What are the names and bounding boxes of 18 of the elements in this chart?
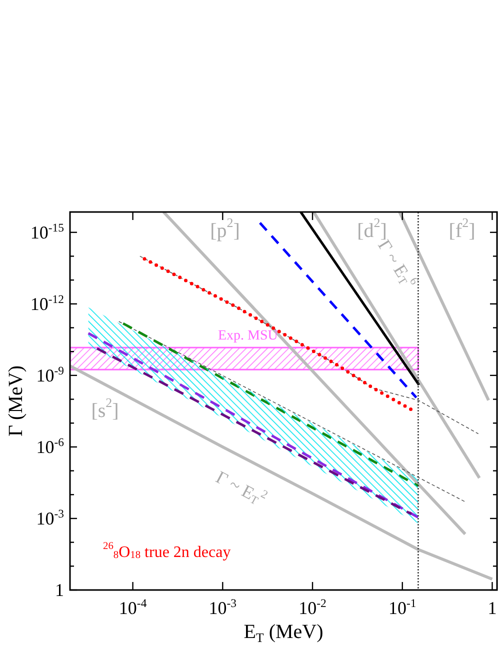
y-tick-label: 10$^{-6}$ xyxy=(36,436,64,457)
annotation: [f$^{2}$] xyxy=(448,215,476,242)
annotation: [d$^{2}$] xyxy=(357,215,387,242)
y-tick-label: 10$^{-15}$ xyxy=(30,221,64,242)
x-tick-label: 10$^{-1}$ xyxy=(388,596,416,618)
y-axis-title: Γ (MeV) xyxy=(5,366,27,436)
y-tick-label: 10$^{-12}$ xyxy=(30,292,64,314)
y-tick-label: 10$^{-3}$ xyxy=(36,507,64,528)
y-tick-label: 1 xyxy=(55,580,64,600)
x-tick-label: 10$^{-4}$ xyxy=(118,596,147,618)
x-axis-title: E$_{T}$ (MeV) xyxy=(244,621,324,645)
annotation: [s$^{2}$] xyxy=(91,395,119,422)
x-tick-label: 10$^{-3}$ xyxy=(208,596,237,618)
x-tick-label: 10$^{-2}$ xyxy=(298,596,327,618)
annotation: [p$^{2}$] xyxy=(210,215,240,242)
y-tick-label: 10$^{-9}$ xyxy=(36,364,64,386)
x-tick-label: 1 xyxy=(488,598,497,618)
band-label: Exp. MSU xyxy=(218,328,278,344)
